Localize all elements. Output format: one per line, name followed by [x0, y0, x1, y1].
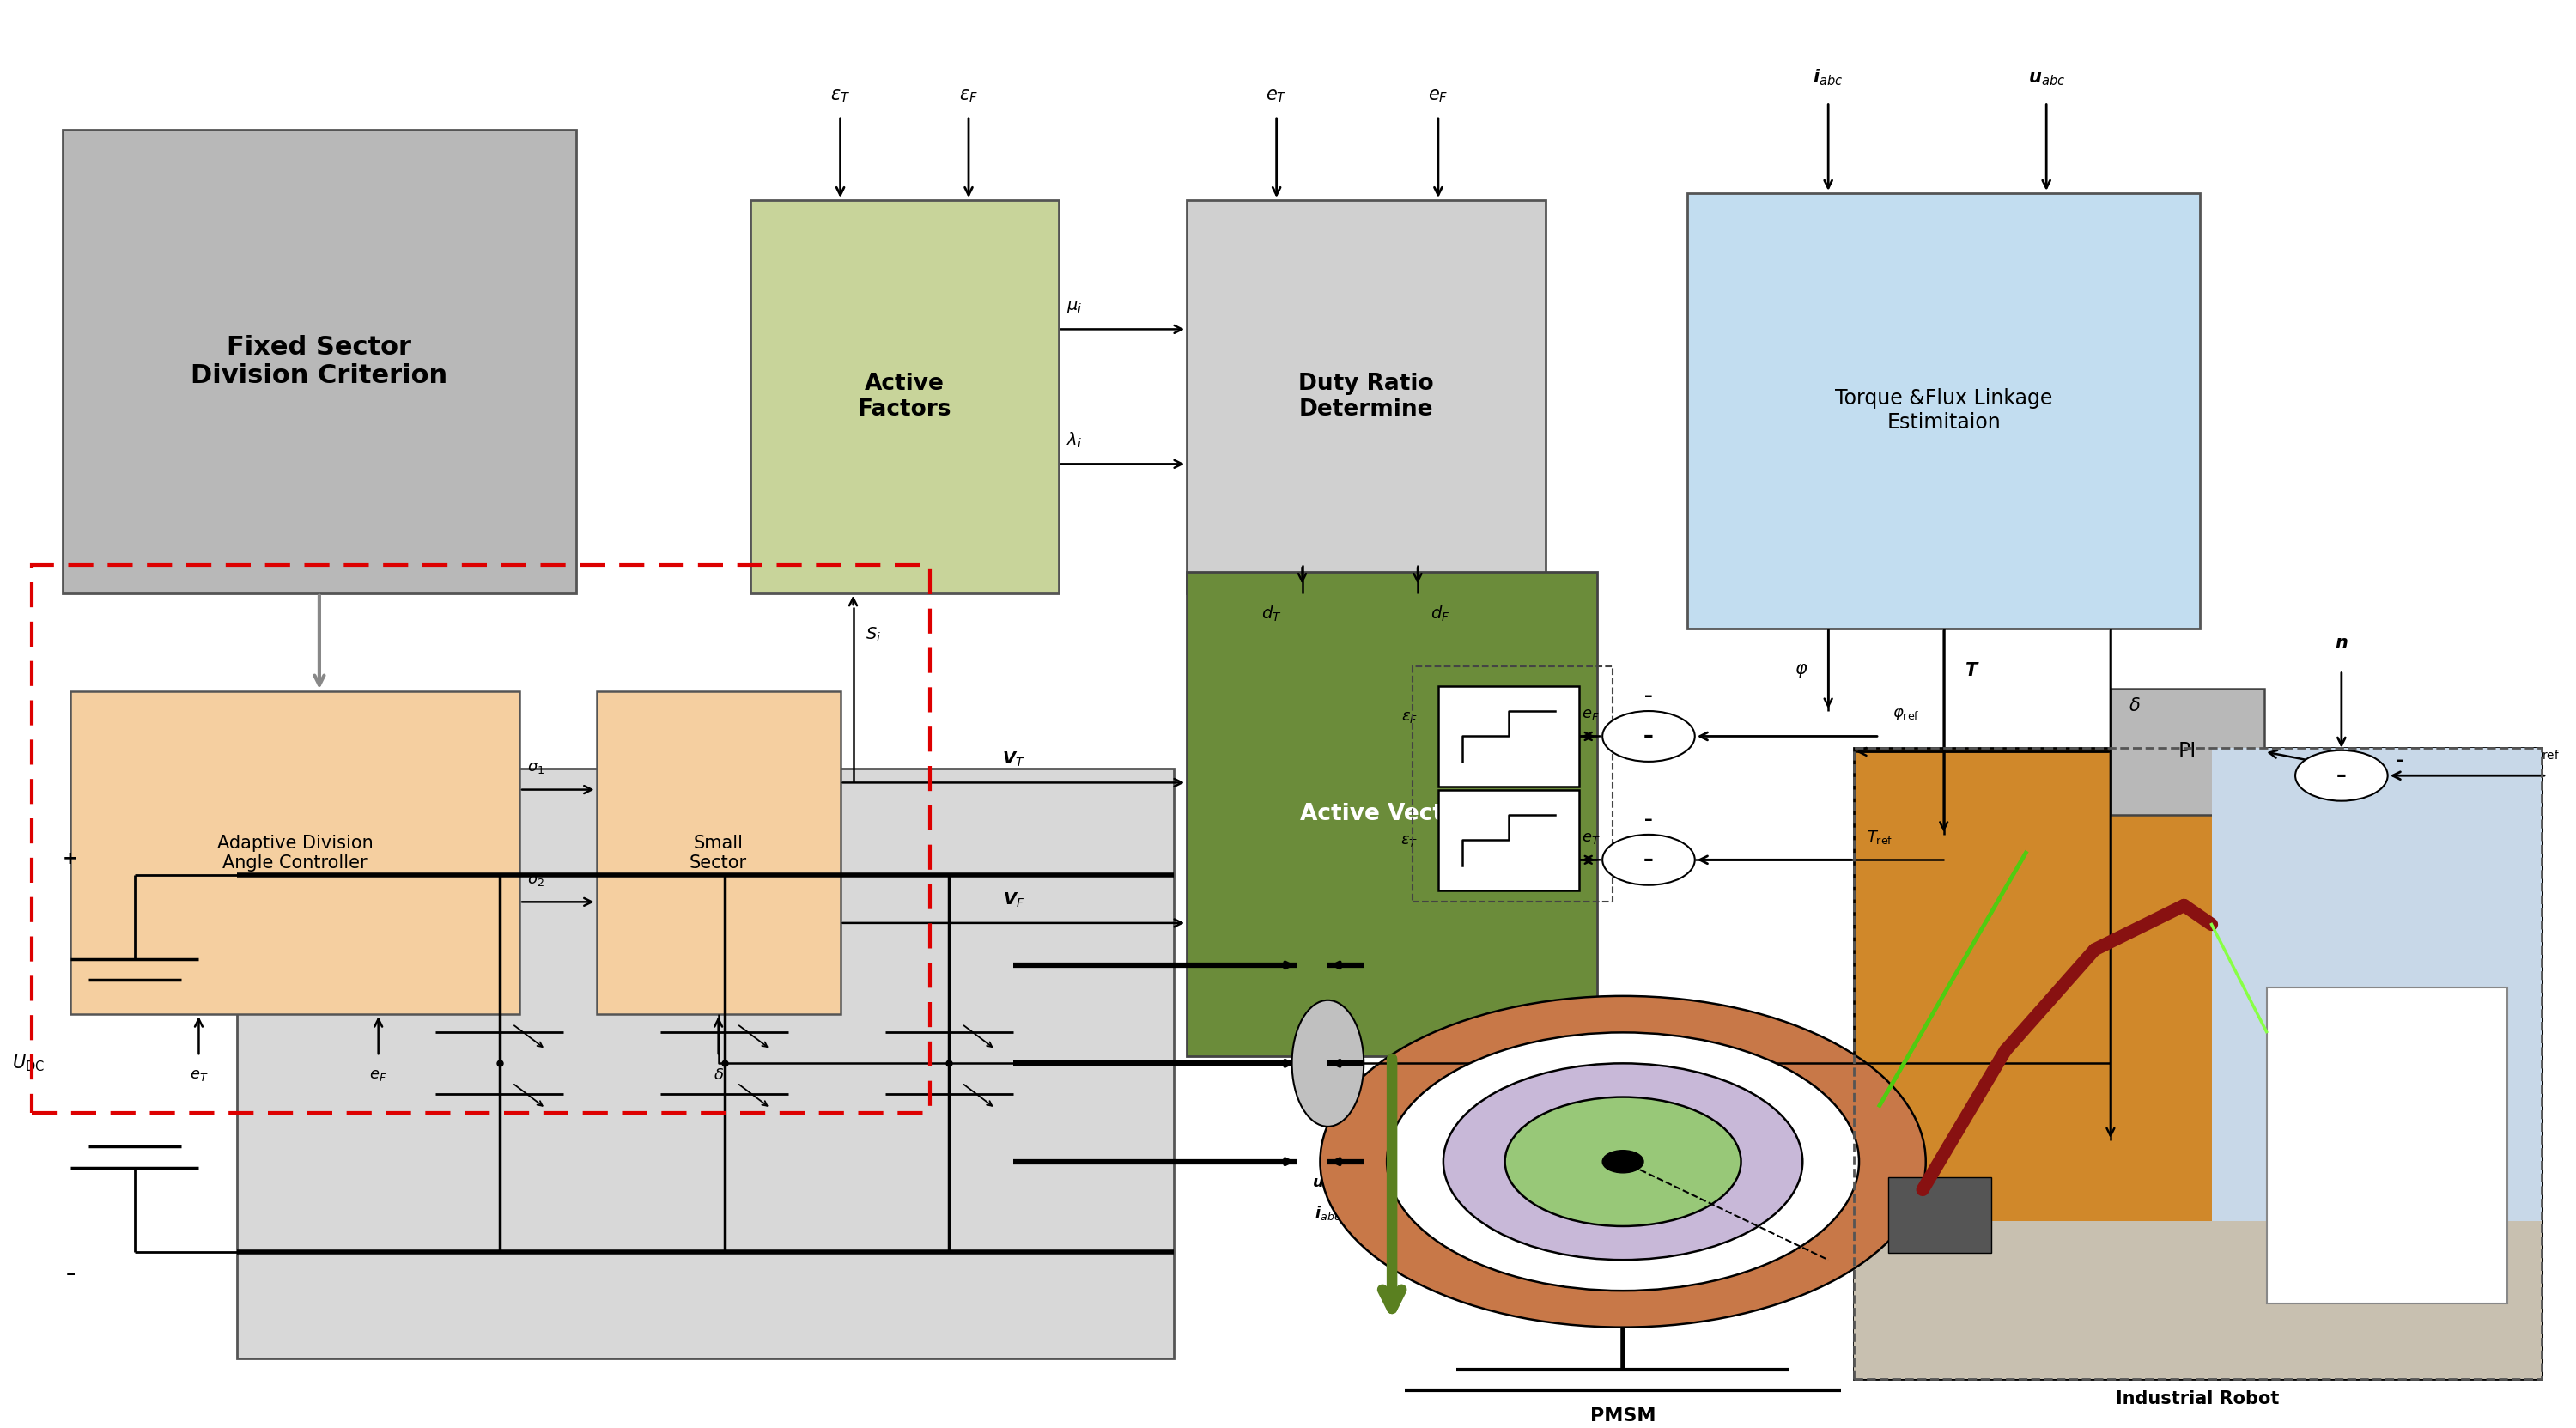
- Text: $e_F$: $e_F$: [368, 1068, 386, 1082]
- Circle shape: [1602, 834, 1695, 885]
- Text: Small
Sector: Small Sector: [690, 834, 747, 871]
- Text: $\delta$: $\delta$: [714, 1068, 724, 1082]
- Circle shape: [2295, 750, 2388, 801]
- Text: $\varphi_\mathrm{ref}$: $\varphi_\mathrm{ref}$: [1893, 707, 1919, 723]
- Text: $U_\mathrm{DC}$: $U_\mathrm{DC}$: [13, 1054, 44, 1074]
- Text: $e_T$: $e_T$: [191, 1068, 209, 1082]
- Text: $\boldsymbol{i}_{abc}$: $\boldsymbol{i}_{abc}$: [1314, 1204, 1342, 1222]
- Text: $\varepsilon_T$: $\varepsilon_T$: [829, 87, 850, 104]
- Text: Torque &Flux Linkage
Estimitaion: Torque &Flux Linkage Estimitaion: [1834, 388, 2053, 433]
- FancyBboxPatch shape: [1855, 1221, 2543, 1379]
- Text: Industrial Robot: Industrial Robot: [2115, 1391, 2280, 1408]
- FancyBboxPatch shape: [1888, 1177, 1991, 1252]
- FancyBboxPatch shape: [1437, 790, 1579, 891]
- Circle shape: [1443, 1064, 1803, 1259]
- FancyBboxPatch shape: [1188, 200, 1546, 593]
- Text: Active
Factors: Active Factors: [858, 373, 951, 421]
- Text: Duty Ratio
Determine: Duty Ratio Determine: [1298, 373, 1435, 421]
- Text: –: –: [1643, 850, 1654, 870]
- Text: +: +: [62, 851, 77, 868]
- Text: $d_F$: $d_F$: [1430, 604, 1450, 624]
- Circle shape: [1386, 1032, 1860, 1291]
- Text: –: –: [2336, 765, 2347, 785]
- Circle shape: [1504, 1097, 1741, 1227]
- Text: $\boldsymbol{V}_T$: $\boldsymbol{V}_T$: [1002, 750, 1025, 768]
- FancyBboxPatch shape: [750, 200, 1059, 593]
- FancyBboxPatch shape: [62, 130, 577, 593]
- Text: $\boldsymbol{n}_\mathrm{ref}$: $\boldsymbol{n}_\mathrm{ref}$: [2530, 745, 2561, 761]
- Ellipse shape: [1293, 1000, 1363, 1127]
- Text: $\boldsymbol{V}_F$: $\boldsymbol{V}_F$: [1002, 891, 1025, 910]
- Text: –: –: [1643, 725, 1654, 747]
- Text: $\boldsymbol{T}$: $\boldsymbol{T}$: [1965, 661, 1978, 678]
- Text: –: –: [1643, 811, 1654, 828]
- Text: $\lambda_i$: $\lambda_i$: [1066, 431, 1082, 450]
- FancyBboxPatch shape: [70, 691, 520, 1014]
- Text: $e_F$: $e_F$: [1582, 707, 1600, 723]
- FancyBboxPatch shape: [2110, 688, 2264, 815]
- FancyBboxPatch shape: [237, 768, 1175, 1358]
- Text: $\sigma_1$: $\sigma_1$: [528, 760, 544, 775]
- Text: $\boldsymbol{u}_{abc}$: $\boldsymbol{u}_{abc}$: [1311, 1175, 1345, 1191]
- Text: $e_F$: $e_F$: [1427, 87, 1448, 104]
- Text: $\sigma_2$: $\sigma_2$: [528, 873, 544, 888]
- Text: –: –: [1643, 688, 1654, 704]
- Text: $\boldsymbol{i}_{abc}$: $\boldsymbol{i}_{abc}$: [1814, 67, 1844, 87]
- FancyBboxPatch shape: [1437, 685, 1579, 787]
- FancyBboxPatch shape: [2267, 988, 2506, 1304]
- Text: $\delta$: $\delta$: [2128, 697, 2141, 714]
- Text: $\boldsymbol{n}$: $\boldsymbol{n}$: [1868, 1258, 1880, 1275]
- Text: PMSM: PMSM: [1589, 1407, 1656, 1424]
- Text: $\varepsilon_F$: $\varepsilon_F$: [1401, 710, 1417, 725]
- Text: Fixed Sector
Division Criterion: Fixed Sector Division Criterion: [191, 334, 448, 388]
- FancyBboxPatch shape: [1855, 747, 2543, 1379]
- Text: Adaptive Division
Angle Controller: Adaptive Division Angle Controller: [216, 834, 374, 871]
- Text: $d_T$: $d_T$: [1262, 604, 1283, 624]
- Text: $\varepsilon_T$: $\varepsilon_T$: [1401, 833, 1417, 848]
- Text: $\varphi$: $\varphi$: [1795, 661, 1808, 678]
- FancyBboxPatch shape: [598, 691, 840, 1014]
- FancyBboxPatch shape: [1687, 193, 2200, 628]
- Text: $e_T$: $e_T$: [1265, 87, 1288, 104]
- Text: $T_\mathrm{ref}$: $T_\mathrm{ref}$: [1868, 828, 1893, 845]
- Text: $S_i$: $S_i$: [866, 625, 881, 644]
- Text: $\boldsymbol{u}_{abc}$: $\boldsymbol{u}_{abc}$: [2027, 70, 2066, 87]
- Circle shape: [1602, 711, 1695, 761]
- Text: Active Vectors: Active Vectors: [1301, 803, 1484, 825]
- Text: $\varepsilon_F$: $\varepsilon_F$: [958, 87, 979, 104]
- Text: $\mu_i$: $\mu_i$: [1066, 298, 1082, 316]
- FancyBboxPatch shape: [2213, 747, 2543, 1379]
- Text: $\boldsymbol{n}$: $\boldsymbol{n}$: [2334, 635, 2349, 653]
- Text: PI: PI: [2179, 741, 2197, 763]
- Circle shape: [1319, 995, 1927, 1327]
- Text: –: –: [2396, 753, 2403, 768]
- Text: $e_T$: $e_T$: [1582, 830, 1600, 845]
- Text: –: –: [64, 1267, 75, 1284]
- FancyBboxPatch shape: [1188, 573, 1597, 1057]
- Circle shape: [1602, 1151, 1643, 1172]
